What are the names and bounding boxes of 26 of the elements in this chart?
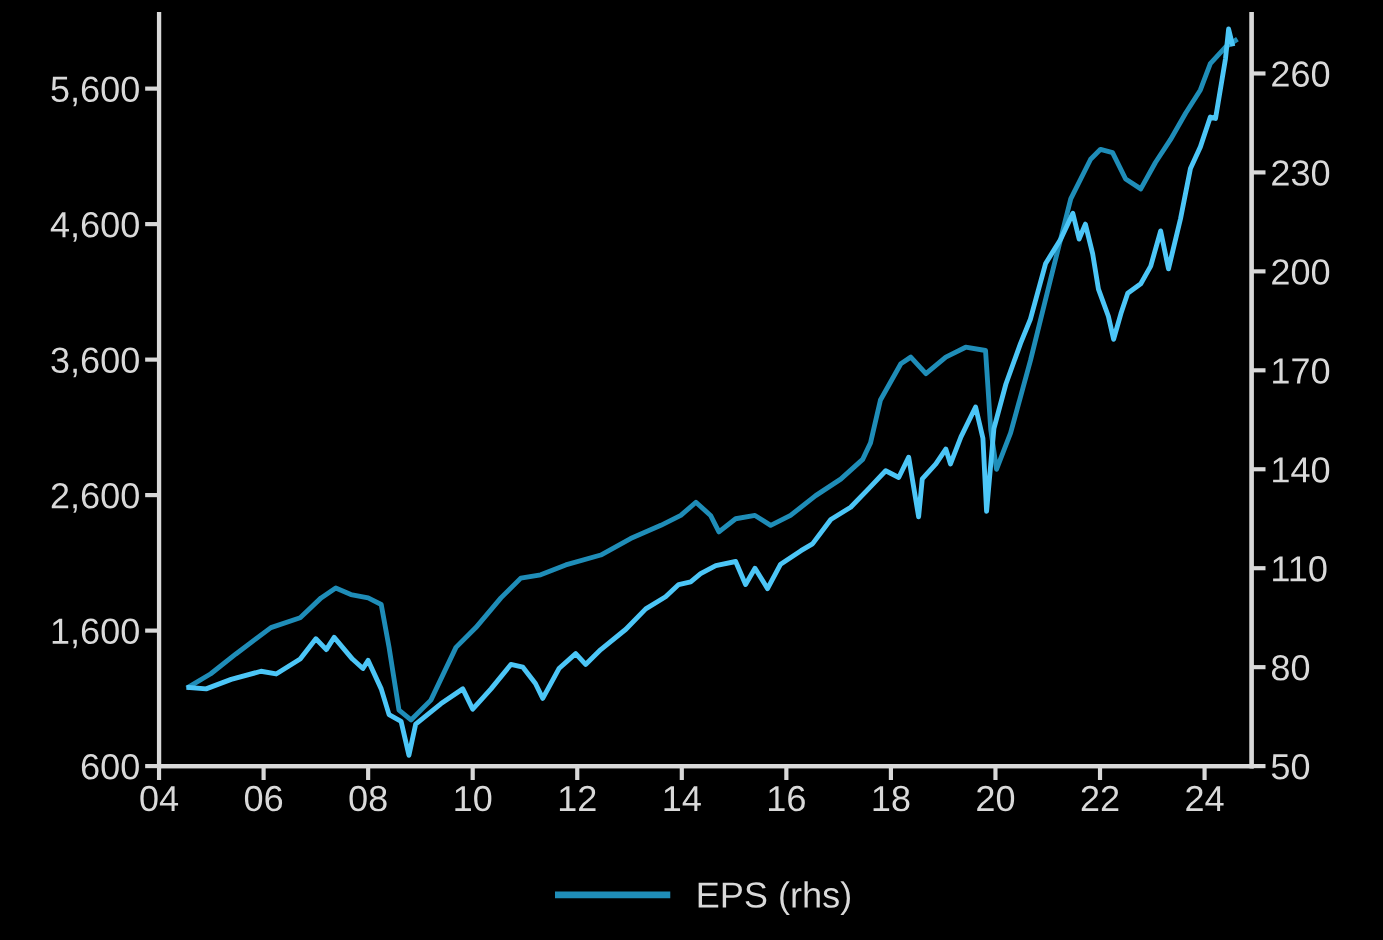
x-tick-label: 06 (244, 785, 283, 812)
y-tick-label: 600 (81, 753, 139, 780)
y-tick-label: 3,600 (51, 347, 139, 378)
x-tick-label: 20 (977, 785, 1015, 812)
y-tick-label: 4,600 (50, 211, 139, 242)
y-tick-label: 2,600 (51, 482, 139, 513)
y2-tick-label: 230 (1272, 160, 1330, 186)
y2-tick-label: 140 (1273, 457, 1330, 483)
y2-tick-label: 80 (1271, 655, 1310, 681)
x-tick-label: 04 (140, 785, 179, 812)
x-tick-label: 08 (349, 785, 387, 812)
x-tick-label: 10 (455, 785, 492, 812)
x-tick-label: 16 (769, 785, 805, 812)
x-tick-label: 14 (664, 786, 701, 812)
y2-tick-label: 260 (1272, 61, 1330, 87)
x-tick-label: 22 (1081, 785, 1119, 812)
y2-tick-label: 170 (1273, 358, 1330, 384)
legend-label: EPS (rhs) (698, 881, 850, 915)
x-tick-label: 12 (559, 785, 596, 812)
y2-tick-label: 50 (1271, 753, 1310, 780)
y2-tick-label: 200 (1272, 259, 1330, 285)
x-tick-label: 18 (873, 785, 910, 812)
y-tick-label: 1,600 (52, 618, 139, 649)
y2-tick-label: 110 (1273, 556, 1327, 582)
x-tick-label: 24 (1186, 785, 1224, 812)
y-tick-label: 5,600 (51, 76, 139, 107)
